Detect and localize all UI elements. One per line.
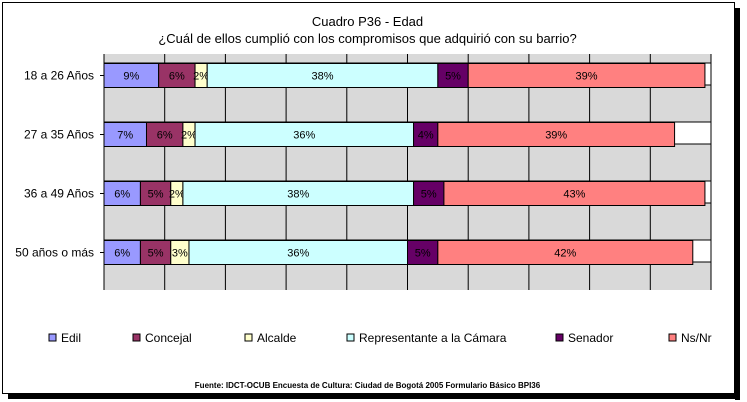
data-label: 2% (181, 130, 197, 142)
legend-swatch (668, 333, 677, 342)
data-label: 5% (148, 189, 164, 201)
data-label: 42% (554, 248, 576, 260)
legend-swatch (132, 333, 141, 342)
bar-segment (407, 240, 439, 265)
legend-swatch (48, 333, 57, 342)
category-label: 36 a 49 Años (24, 187, 94, 201)
bar-segment (413, 122, 439, 147)
data-label: 5% (415, 248, 431, 260)
chart-subtitle: ¿Cuál de ellos cumplió con los compromis… (158, 31, 577, 46)
legend-label: Senador (568, 331, 613, 345)
data-label: 39% (545, 130, 567, 142)
legend-swatch (555, 333, 564, 342)
bar-segment (139, 240, 172, 265)
source-note: Fuente: IDCT-OCUB Encuesta de Cultura: C… (194, 381, 541, 390)
legend-swatch (244, 333, 253, 342)
legend-swatch (346, 333, 355, 342)
data-label: 9% (123, 71, 139, 83)
frame-shadow-right (735, 8, 740, 400)
legend-label: Representante a la Cámara (359, 331, 507, 345)
bar-segment (194, 122, 415, 147)
bar-segment (437, 240, 694, 265)
data-label: 5% (148, 248, 164, 260)
data-label: 38% (287, 189, 309, 201)
legend-label: Edil (61, 331, 81, 345)
data-label: 4% (418, 130, 434, 142)
legend-label: Concejal (145, 331, 192, 345)
bar-segment (467, 63, 706, 88)
data-label: 39% (576, 71, 598, 83)
data-label: 5% (445, 71, 461, 83)
bar-segment (413, 181, 445, 206)
bar-segment (139, 181, 172, 206)
legend-label: Ns/Nr (681, 331, 712, 345)
data-label: 6% (114, 248, 130, 260)
data-label: 2% (169, 189, 185, 201)
data-label: 38% (312, 71, 334, 83)
category-label: 18 a 26 Años (24, 69, 94, 83)
category-label: 50 años o más (15, 246, 94, 260)
bar-segment (437, 122, 676, 147)
bar-segment (206, 63, 439, 88)
bar-segment (437, 63, 469, 88)
chart-title: Cuadro P36 - Edad (311, 14, 424, 29)
data-label: 2% (193, 71, 209, 83)
data-label: 6% (169, 71, 185, 83)
data-label: 36% (287, 248, 309, 260)
data-label: 36% (293, 130, 315, 142)
data-label: 6% (157, 130, 173, 142)
bar-segment (145, 122, 184, 147)
data-label: 6% (114, 189, 130, 201)
data-label: 7% (117, 130, 133, 142)
data-label: 43% (563, 189, 585, 201)
frame-shadow-bottom (8, 394, 740, 399)
data-label: 5% (421, 189, 437, 201)
bar-segment (182, 181, 415, 206)
data-label: 3% (172, 248, 188, 260)
category-label: 27 a 35 Años (24, 128, 94, 142)
bar-segment (443, 181, 706, 206)
legend-label: Alcalde (257, 331, 297, 345)
